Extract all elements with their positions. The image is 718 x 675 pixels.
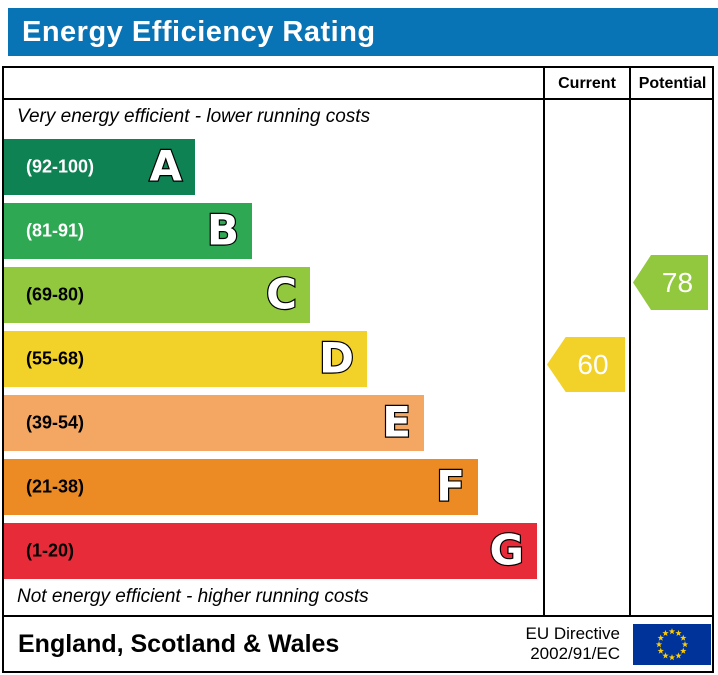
column-divider-potential (629, 66, 631, 617)
band-letter: F (435, 460, 466, 511)
eu-flag-icon (633, 624, 711, 665)
eu-directive-line2: 2002/91/EC (530, 644, 620, 663)
band-E: (39-54) E (4, 395, 424, 451)
band-range-label: (1-20) (26, 540, 75, 561)
band-letter: A (148, 140, 183, 191)
band-C: (69-80) C (4, 267, 310, 323)
band-range-label: (21-38) (26, 476, 85, 497)
eu-directive-label: EU Directive 2002/91/EC (526, 624, 620, 664)
title-bar: Energy Efficiency Rating (8, 8, 718, 56)
region-label: England, Scotland & Wales (18, 629, 340, 658)
band-range-label: (69-80) (26, 284, 85, 305)
band-range-label: (55-68) (26, 348, 85, 369)
eu-directive-line1: EU Directive (525, 624, 620, 643)
band-range-label: (39-54) (26, 412, 85, 433)
potential-rating-marker: 78 (633, 255, 708, 310)
column-header-potential: Potential (638, 75, 707, 92)
caption-very-efficient: Very energy efficient - lower running co… (17, 106, 371, 127)
band-range-label: (92-100) (26, 156, 95, 177)
header-row-divider (2, 98, 714, 100)
current-rating-marker: 60 (547, 337, 625, 392)
potential-rating-value: 78 (661, 266, 694, 298)
band-letter: D (318, 332, 355, 383)
band-G: (1-20) G (4, 523, 537, 579)
footer: England, Scotland & Wales EU Directive 2… (2, 615, 714, 673)
caption-not-efficient: Not energy efficient - higher running co… (17, 586, 369, 607)
column-divider-current (543, 66, 545, 617)
band-A: (92-100) A (4, 139, 195, 195)
band-letter: B (206, 204, 240, 255)
band-B: (81-91) B (4, 203, 252, 259)
band-D: (55-68) D (4, 331, 367, 387)
column-header-current: Current (558, 75, 616, 92)
band-F: (21-38) F (4, 459, 478, 515)
band-range-label: (81-91) (26, 220, 85, 241)
band-letter: E (381, 396, 412, 447)
current-rating-value: 60 (577, 348, 609, 380)
page-title: Energy Efficiency Rating (22, 15, 376, 48)
band-letter: G (488, 524, 525, 575)
band-letter: C (265, 268, 298, 319)
